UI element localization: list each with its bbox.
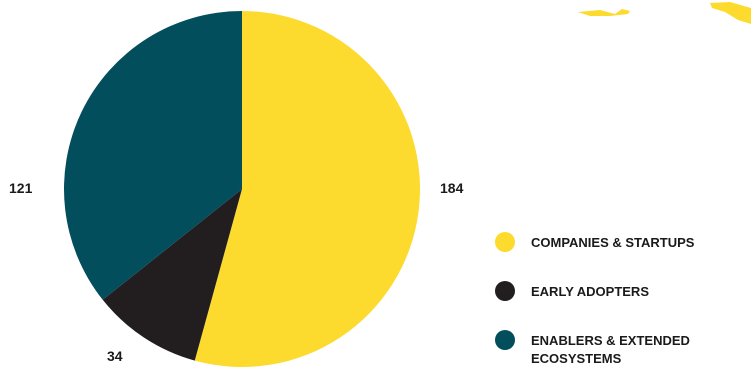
slice-value-label-enablers: 121: [9, 180, 33, 196]
pie-slice-early-adopters: [102, 189, 242, 361]
slice-value-label-companies: 184: [440, 180, 464, 196]
legend: COMPANIES & STARTUPS EARLY ADOPTERS ENAB…: [495, 231, 751, 366]
legend-swatch-companies: [495, 232, 515, 252]
legend-label-companies: COMPANIES & STARTUPS: [531, 235, 695, 250]
pie-slices: [64, 11, 421, 367]
pie-slice-companies: [194, 11, 421, 367]
legend-swatch-enablers: [495, 330, 515, 350]
legend-label-early-adopters: EARLY ADOPTERS: [531, 284, 649, 299]
legend-item-companies: COMPANIES & STARTUPS: [495, 231, 751, 252]
decorative-brush-stroke: [578, 2, 751, 24]
pie-slice-enablers: [64, 11, 242, 300]
legend-label-enablers: ENABLERS & EXTENDED ECOSYSTEMS: [531, 333, 690, 366]
slice-value-label-early-adopters: 34: [107, 348, 123, 364]
legend-item-early-adopters: EARLY ADOPTERS: [495, 280, 751, 301]
legend-item-enablers: ENABLERS & EXTENDED ECOSYSTEMS: [495, 329, 751, 366]
legend-swatch-early-adopters: [495, 281, 515, 301]
